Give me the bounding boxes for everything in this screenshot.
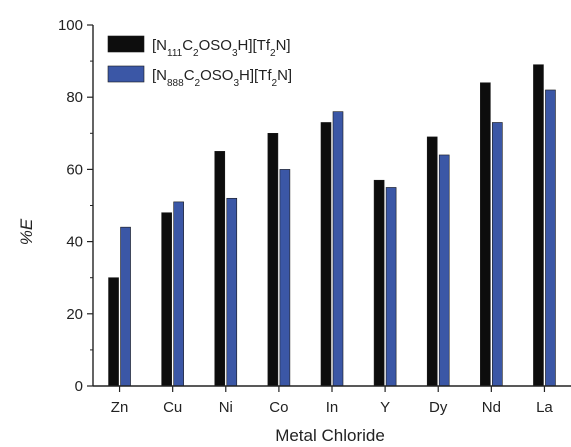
y-tick-label-0: 0 (75, 378, 83, 395)
x-tick-label-zn: Zn (111, 399, 129, 416)
x-tick-label-in: In (326, 399, 339, 416)
bar-la-series-2 (545, 89, 556, 387)
bar-dy-series-1 (426, 136, 438, 387)
y-tick-label-60: 60 (66, 161, 83, 178)
bar-nd-series-2 (492, 122, 503, 387)
y-tick-label-100: 100 (58, 17, 83, 34)
legend-swatch-1 (107, 35, 145, 53)
bars-group (108, 64, 556, 387)
bar-ni-series-1 (214, 151, 226, 387)
x-tick-label-ni: Ni (219, 399, 233, 416)
legend: [N111C2OSO3H][Tf2N] [N888C2OSO3H][Tf2N] (107, 35, 292, 89)
legend-label-2: [N888C2OSO3H][Tf2N] (152, 67, 292, 89)
x-tick-label-y: Y (380, 399, 390, 416)
y-axis-title: %E (17, 218, 36, 245)
y-tick-label-40: 40 (66, 234, 83, 251)
x-axis-title: Metal Chloride (275, 426, 385, 445)
bar-ni-series-2 (226, 197, 238, 387)
x-tick-label-cu: Cu (163, 399, 182, 416)
bar-zn-series-2 (120, 226, 131, 387)
x-tick-label-nd: Nd (482, 399, 501, 416)
y-tick-label-20: 20 (66, 306, 83, 323)
x-tick-label-la: La (536, 399, 553, 416)
bar-y-series-1 (373, 179, 385, 387)
legend-swatch-2 (107, 65, 145, 83)
bar-cu-series-2 (173, 201, 184, 387)
bar-co-series-1 (267, 133, 279, 387)
axes-group: 0 20 40 60 80 100 Zn Cu Ni Co In Y Dy Nd La (58, 17, 571, 416)
bar-zn-series-1 (108, 277, 119, 387)
x-tick-label-co: Co (269, 399, 288, 416)
bar-co-series-2 (279, 169, 291, 387)
x-tick-label-dy: Dy (429, 399, 448, 416)
bar-in-series-2 (332, 111, 344, 387)
bar-y-series-2 (385, 187, 397, 387)
bar-in-series-1 (320, 122, 332, 387)
legend-label-1: [N111C2OSO3H][Tf2N] (152, 37, 291, 59)
bar-nd-series-1 (480, 82, 491, 387)
bar-la-series-1 (533, 64, 544, 387)
bar-dy-series-2 (438, 154, 450, 387)
y-tick-label-80: 80 (66, 89, 83, 106)
bar-cu-series-1 (161, 212, 172, 387)
